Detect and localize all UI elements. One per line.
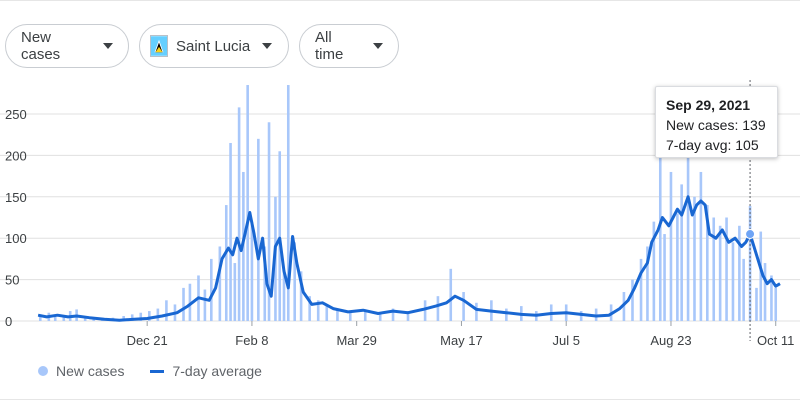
- new-cases-bar: [475, 303, 478, 321]
- saint-lucia-flag-icon: [150, 35, 168, 57]
- new-cases-bar: [749, 206, 752, 321]
- new-cases-bar: [712, 218, 715, 322]
- new-cases-bar: [229, 143, 232, 321]
- bottom-divider: [0, 399, 800, 400]
- new-cases-bar: [238, 107, 241, 321]
- new-cases-bar: [462, 292, 465, 321]
- average-line: [38, 197, 780, 320]
- chevron-down-icon: [103, 43, 113, 49]
- line-legend-swatch: [150, 370, 164, 373]
- x-tick-label: Feb 8: [235, 333, 268, 348]
- top-divider: [0, 0, 800, 1]
- tooltip-average: 7-day avg: 105: [666, 135, 767, 155]
- y-tick-label: 50: [5, 273, 19, 288]
- chevron-down-icon: [262, 43, 272, 49]
- x-axis-ticks: Dec 21 Feb 8 Mar 29 May 17 Jul 5 Aug 23 Oct 11: [127, 321, 795, 348]
- x-tick-label: May 17: [440, 333, 483, 348]
- metric-label: New cases: [21, 29, 91, 63]
- new-cases-bar: [157, 309, 160, 321]
- new-cases-bar: [251, 222, 254, 321]
- y-axis-ticks: 0 50 100 150 200 250: [5, 107, 27, 329]
- new-cases-bar: [755, 288, 758, 321]
- new-cases-bar: [738, 226, 741, 321]
- time-range-dropdown[interactable]: All time: [299, 24, 399, 68]
- new-cases-bar: [257, 139, 260, 321]
- new-cases-bar: [663, 234, 666, 321]
- y-tick-label: 250: [5, 107, 27, 122]
- new-cases-bar: [225, 205, 228, 321]
- new-cases-bar: [246, 85, 249, 321]
- time-range-label: All time: [315, 29, 361, 63]
- new-cases-bar: [676, 213, 679, 321]
- new-cases-bar: [725, 218, 728, 322]
- new-cases-bar: [631, 280, 634, 321]
- new-cases-bar: [505, 309, 508, 321]
- new-cases-bar: [234, 263, 237, 321]
- new-cases-bar: [165, 300, 168, 321]
- new-cases-bar: [670, 172, 673, 321]
- new-cases-bar: [700, 172, 703, 321]
- location-label: Saint Lucia: [176, 38, 250, 55]
- y-tick-label: 200: [5, 148, 27, 163]
- new-cases-bar: [659, 155, 662, 321]
- metric-dropdown[interactable]: New cases: [5, 24, 129, 68]
- tooltip-date: Sep 29, 2021: [666, 95, 767, 115]
- location-dropdown[interactable]: Saint Lucia: [139, 24, 289, 68]
- new-cases-bar: [580, 311, 583, 321]
- new-cases-bar: [437, 296, 440, 321]
- seven-day-average-line: [38, 197, 780, 320]
- new-cases-bar: [774, 288, 777, 321]
- bar-legend-swatch: [38, 366, 48, 376]
- new-cases-bar: [54, 317, 57, 321]
- new-cases-bar: [640, 259, 643, 321]
- tooltip-new-cases: New cases: 139: [666, 115, 767, 135]
- y-tick-label: 150: [5, 190, 27, 205]
- new-cases-bar: [182, 288, 185, 321]
- new-cases-bar: [219, 246, 222, 321]
- new-cases-bar: [732, 242, 735, 321]
- chart-legend: New cases 7-day average: [38, 363, 262, 379]
- hover-point: [746, 230, 755, 239]
- new-cases-bar: [210, 259, 213, 321]
- new-cases-bar: [742, 259, 745, 321]
- new-cases-bar: [680, 184, 683, 321]
- new-cases-bar: [449, 269, 452, 321]
- legend-average: 7-day average: [172, 363, 262, 379]
- x-tick-label: Dec 21: [127, 333, 168, 348]
- new-cases-bar: [687, 155, 690, 321]
- x-tick-label: Mar 29: [336, 333, 376, 348]
- x-tick-label: Oct 11: [757, 333, 794, 348]
- y-tick-label: 0: [5, 314, 12, 329]
- new-cases-bar: [278, 151, 281, 321]
- new-cases-bar: [764, 263, 767, 321]
- legend-new-cases: New cases: [56, 363, 124, 379]
- chevron-down-icon: [373, 43, 383, 49]
- new-cases-bar: [719, 226, 722, 321]
- new-cases-bar: [204, 290, 207, 321]
- x-tick-label: Aug 23: [650, 333, 691, 348]
- x-tick-label: Jul 5: [552, 333, 579, 348]
- new-cases-bar: [424, 300, 427, 321]
- data-tooltip: Sep 29, 2021 New cases: 139 7-day avg: 1…: [655, 86, 778, 158]
- y-tick-label: 100: [5, 231, 27, 246]
